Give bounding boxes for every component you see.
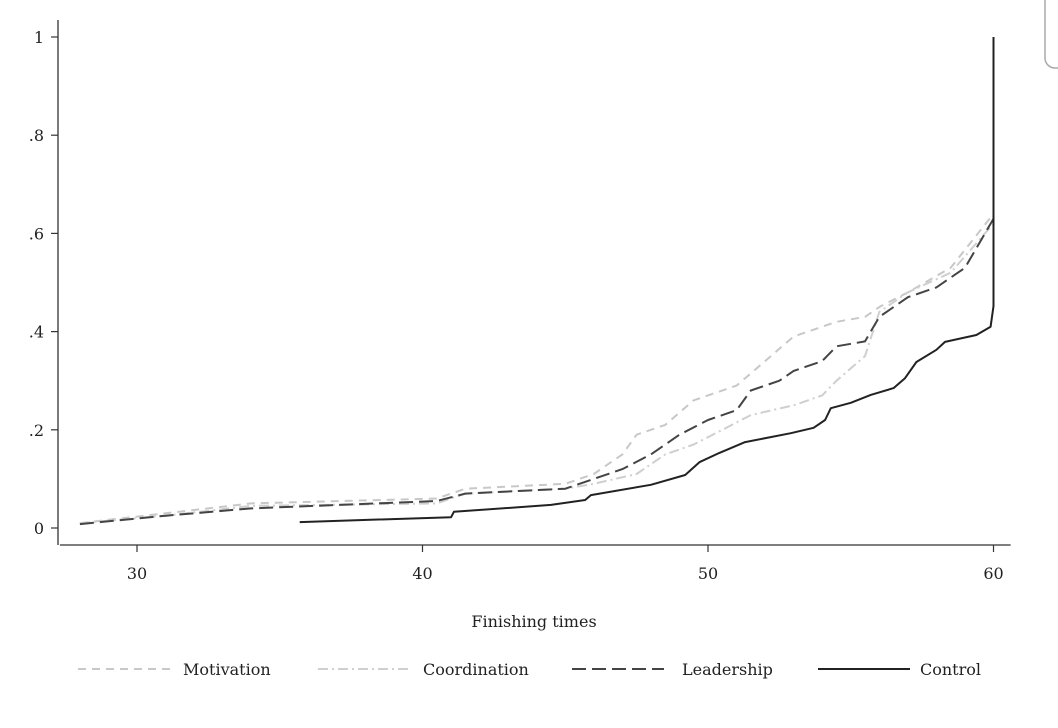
- series-line-control: [299, 37, 995, 524]
- legend-label-coordination: Coordination: [423, 660, 529, 679]
- y-tick-label: .2: [29, 421, 44, 440]
- y-tick-label: .6: [29, 224, 44, 243]
- legend-label-motivation: Motivation: [183, 660, 271, 679]
- x-tick-label: 30: [127, 564, 147, 583]
- y-tick-label: .8: [29, 126, 44, 145]
- legend-label-control: Control: [920, 660, 981, 679]
- y-tick-label: 1: [34, 28, 44, 47]
- y-tick-label: 0: [34, 519, 44, 538]
- x-tick-label: 60: [983, 564, 1003, 583]
- x-axis-label: Finishing times: [471, 612, 596, 631]
- series-line-motivation: [79, 213, 995, 525]
- series-line-leadership: [79, 218, 995, 526]
- series-line-coordination: [79, 222, 995, 525]
- x-tick-label: 40: [412, 564, 432, 583]
- x-tick-label: 50: [698, 564, 718, 583]
- y-tick-label: .4: [29, 323, 44, 342]
- legend-label-leadership: Leadership: [682, 660, 773, 679]
- legend-box-fragment: [1044, 0, 1058, 69]
